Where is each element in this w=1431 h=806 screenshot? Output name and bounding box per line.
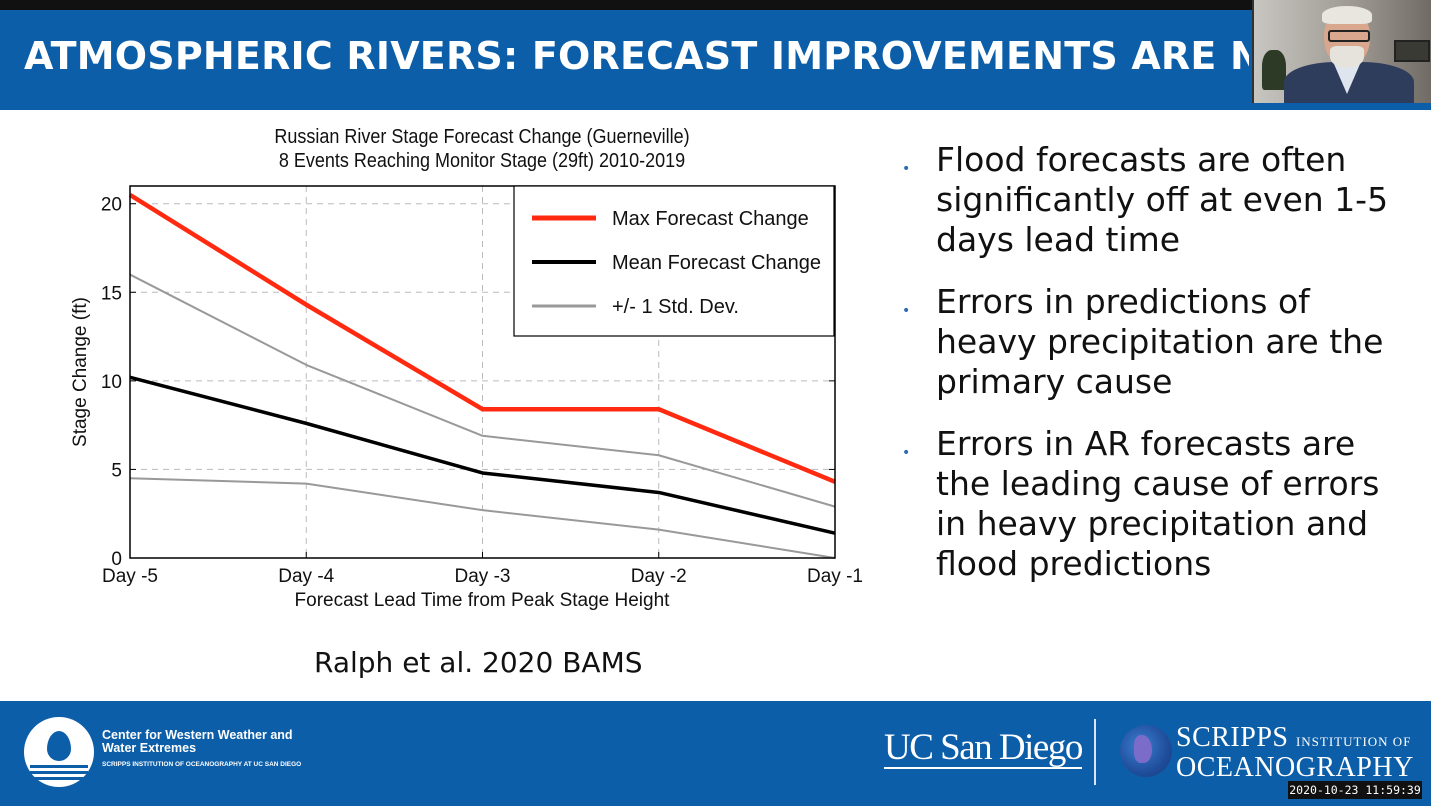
bullet-list: • Flood forecasts are often significantly… bbox=[900, 140, 1390, 606]
chart-legend: Max Forecast Change Mean Forecast Change +… bbox=[513, 185, 835, 337]
chart-title: Russian River Stage Forecast Change (Gue… bbox=[274, 126, 690, 148]
cw3e-subtitle: SCRIPPS INSTITUTION OF OCEANOGRAPHY AT U… bbox=[102, 761, 302, 768]
y-tick-label: 20 bbox=[101, 195, 122, 216]
y-tick-label: 15 bbox=[101, 283, 122, 304]
bullet-icon: • bbox=[902, 303, 911, 319]
chart-subtitle: 8 Events Reaching Monitor Stage (29ft) 2… bbox=[278, 150, 686, 172]
tick-layer: Day -5 Day -4 Day -3 Day -2 Day -1 0 5 10 15 20 bbox=[101, 195, 863, 587]
recording-timestamp: 2020-10-23 11:59:39 bbox=[1288, 781, 1422, 799]
footer-divider bbox=[1094, 719, 1096, 785]
series-layer bbox=[128, 192, 836, 559]
ucsd-logo: UC San Diego bbox=[884, 727, 1083, 769]
y-tick-label: 10 bbox=[101, 372, 122, 393]
glasses bbox=[1328, 30, 1370, 42]
bullet-icon: • bbox=[902, 161, 911, 177]
bullet-item: • Flood forecasts are often significantly… bbox=[902, 140, 1389, 259]
legend-label: Max Forecast Change bbox=[612, 208, 809, 230]
y-tick-label: 0 bbox=[111, 549, 122, 570]
y-tick-label: 5 bbox=[111, 460, 122, 481]
x-tick-label: Day -5 bbox=[102, 566, 158, 587]
x-tick-label: Day -4 bbox=[278, 566, 334, 587]
stage-change-chart: Day -5 Day -4 Day -3 Day -2 Day -1 0 5 10 15 20 M… bbox=[70, 185, 863, 611]
bullet-item: • Errors in AR forecasts are the leading … bbox=[902, 424, 1380, 583]
slide-title: ATMOSPHERIC RIVERS: FORECAST IMPROVEMENT… bbox=[24, 34, 1249, 78]
bullet-item: • Errors in predictions of heavy precipit… bbox=[902, 282, 1384, 401]
y-axis-label: Stage Change (ft) bbox=[70, 297, 91, 447]
slide-footer: Center for Western Weather and Water Ext… bbox=[0, 701, 1431, 806]
plant bbox=[1262, 50, 1286, 90]
bullet-icon: • bbox=[902, 445, 911, 461]
window-top-bar bbox=[0, 0, 1431, 10]
globe-icon bbox=[1120, 725, 1172, 777]
x-tick-label: Day -3 bbox=[455, 566, 511, 587]
water-drop-icon bbox=[47, 731, 71, 761]
citation: Ralph et al. 2020 BAMS bbox=[314, 646, 643, 679]
x-tick-label: Day -2 bbox=[631, 566, 687, 587]
legend-label: Mean Forecast Change bbox=[612, 252, 821, 274]
x-axis-label: Forecast Lead Time from Peak Stage Heigh… bbox=[295, 590, 671, 611]
slide-header: ATMOSPHERIC RIVERS: FORECAST IMPROVEMENT… bbox=[0, 0, 1431, 110]
wall-picture bbox=[1394, 40, 1430, 62]
x-tick-label: Day -1 bbox=[807, 566, 863, 587]
legend-label: +/- 1 Std. Dev. bbox=[612, 296, 739, 318]
presenter-webcam bbox=[1252, 0, 1431, 103]
scripps-logo: SCRIPPS INSTITUTION OF OCEANOGRAPHY bbox=[1176, 722, 1414, 783]
cw3e-name: Center for Western Weather and Water Ext… bbox=[102, 728, 293, 755]
